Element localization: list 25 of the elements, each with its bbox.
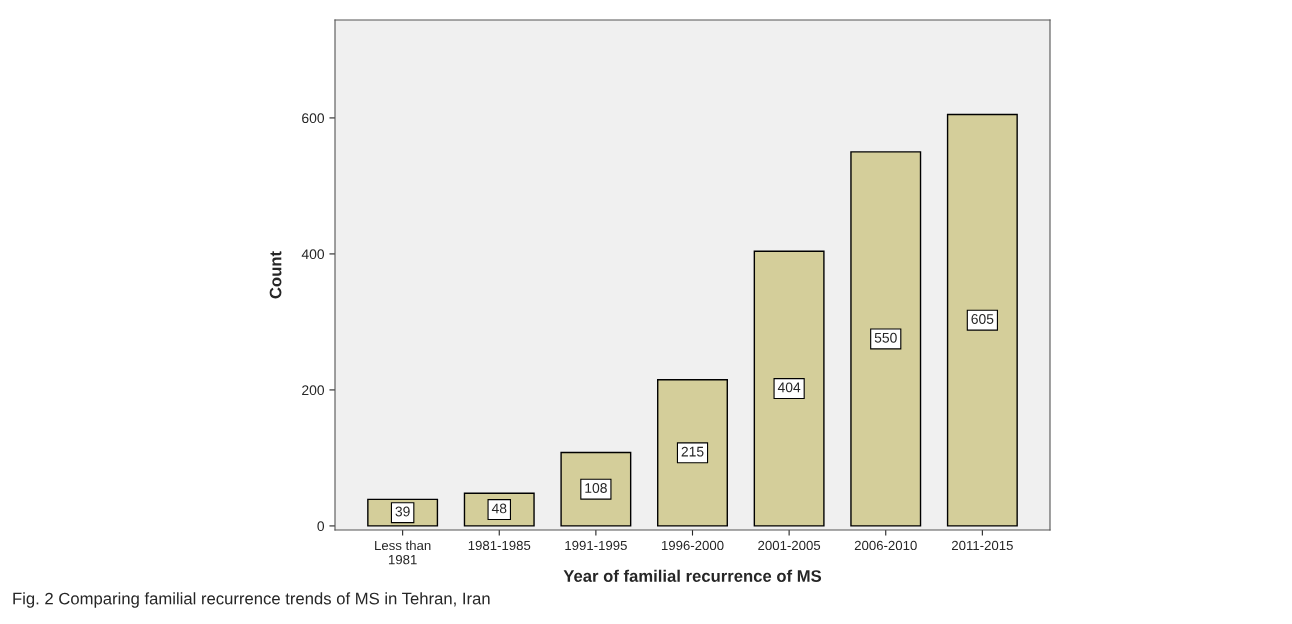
- bar: [753, 250, 825, 527]
- data-label: 215: [681, 446, 704, 457]
- data-label: 48: [491, 503, 507, 514]
- data-label: 605: [971, 314, 994, 324]
- y-tick-label: 400: [301, 249, 325, 260]
- data-label: 39: [395, 506, 410, 517]
- x-tick-label: Less than 1981: [375, 540, 431, 565]
- bar: [946, 113, 1018, 527]
- bar: [657, 379, 728, 527]
- bar: [850, 151, 922, 527]
- x-tick-label: 2006-2010: [854, 540, 917, 551]
- x-tick-label: 1991-1995: [565, 540, 627, 551]
- x-tick-label: 2011-2015: [951, 540, 1013, 551]
- x-tick-label: 2001-2005: [758, 540, 821, 551]
- y-axis-title: Count: [269, 251, 282, 299]
- data-label: 550: [874, 332, 897, 343]
- y-tick-label: 0: [317, 521, 325, 532]
- x-tick-label: 1996-2000: [661, 540, 724, 551]
- x-tick-label: 1981-1985: [468, 540, 531, 551]
- data-label: 108: [585, 483, 607, 493]
- y-tick-label: 600: [302, 113, 325, 124]
- caption: Fig. 2 Comparing familial recurrence trends of MS in Tehran, Iran: [13, 592, 490, 608]
- x-axis-title: Year of familial recurrence of MS: [563, 569, 822, 582]
- data-label: 404: [777, 382, 801, 393]
- y-tick-label: 200: [302, 385, 325, 396]
